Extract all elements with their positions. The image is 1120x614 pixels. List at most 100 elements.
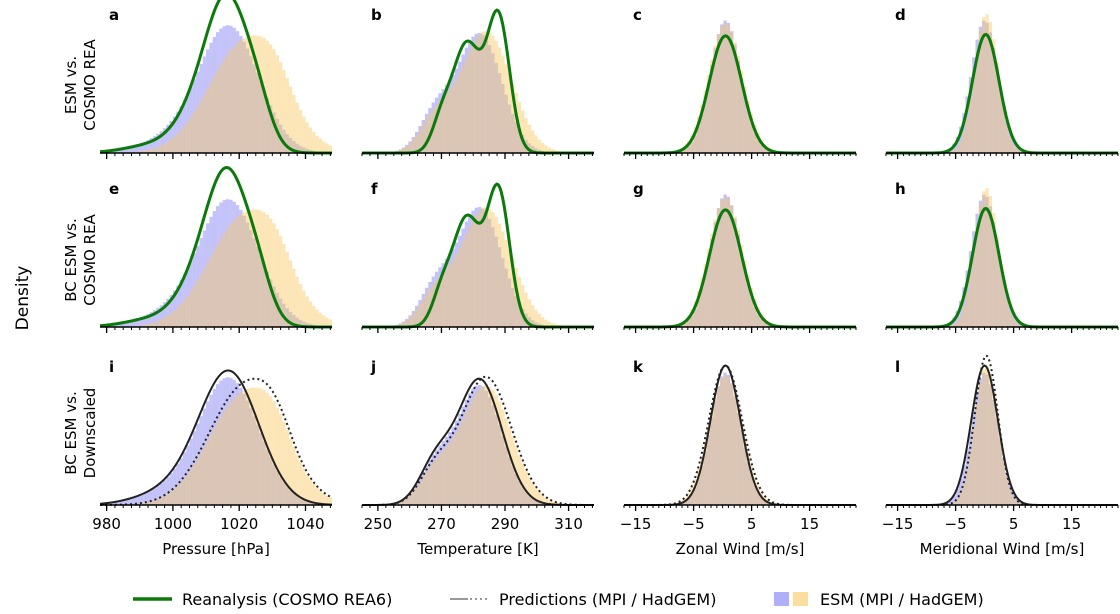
- esm-mpi-bar: [206, 223, 210, 327]
- esm-hadgem-bar: [494, 40, 498, 153]
- esm-mpi-histogram: [939, 372, 1029, 505]
- esm-hadgem-bar: [186, 121, 190, 153]
- esm-hadgem-bar: [275, 55, 279, 154]
- esm-mpi-bar: [1015, 319, 1019, 327]
- esm-hadgem-bar: [756, 307, 760, 327]
- panel-i: 980 1000 1020 1040 Pressure [hPa] i: [92, 358, 333, 558]
- esm-hadgem-bar: [524, 470, 528, 505]
- esm-hadgem-bar: [434, 457, 439, 505]
- esm-hadgem-bar: [179, 129, 183, 153]
- esm-mpi-bar: [733, 218, 737, 327]
- esm-hadgem-bar: [484, 207, 488, 327]
- prediction-hadgem-density-curve: [886, 354, 1118, 506]
- esm-hadgem-bar: [720, 378, 724, 505]
- esm-hadgem-histogram: [123, 35, 332, 154]
- esm-mpi-bar: [199, 238, 203, 327]
- x-tick-label: 980: [92, 515, 121, 533]
- esm-hadgem-bar: [544, 145, 548, 153]
- esm-mpi-bar: [129, 498, 134, 505]
- esm-hadgem-bar: [272, 49, 276, 154]
- esm-mpi-bar: [232, 27, 236, 153]
- esm-hadgem-bar: [749, 288, 754, 327]
- esm-mpi-bar: [972, 57, 976, 154]
- esm-mpi-bar: [199, 416, 203, 505]
- esm-mpi-bar: [749, 297, 754, 327]
- esm-hadgem-bar: [235, 43, 240, 154]
- esm-hadgem-bar: [978, 30, 983, 153]
- esm-mpi-bar: [259, 433, 263, 505]
- esm-hadgem-bar: [978, 382, 983, 505]
- esm-hadgem-bar: [415, 134, 419, 153]
- esm-mpi-bar: [259, 81, 263, 153]
- esm-mpi-bar: [408, 141, 412, 153]
- esm-mpi-bar: [189, 86, 193, 153]
- esm-hadgem-bar: [225, 406, 230, 505]
- esm-hadgem-bar: [491, 35, 495, 153]
- esm-hadgem-bar: [733, 394, 737, 505]
- esm-mpi-bar: [537, 501, 541, 505]
- esm-mpi-bar: [484, 212, 488, 327]
- esm-mpi-bar: [998, 260, 1002, 327]
- esm-hadgem-bar: [219, 238, 223, 327]
- esm-mpi-bar: [733, 44, 737, 153]
- esm-mpi-bar: [749, 475, 754, 505]
- esm-mpi-bar: [1011, 314, 1016, 327]
- esm-hadgem-bar: [710, 411, 714, 505]
- esm-mpi-bar: [982, 194, 986, 327]
- esm-hadgem-bar: [318, 312, 323, 327]
- prediction-mpi-density-curve: [99, 369, 333, 506]
- panel-letter: a: [109, 6, 119, 24]
- esm-hadgem-bar: [156, 498, 160, 505]
- esm-mpi-bar: [126, 499, 130, 505]
- esm-hadgem-bar: [686, 315, 691, 327]
- esm-mpi-bar: [265, 271, 270, 327]
- esm-mpi-bar: [146, 313, 150, 327]
- esm-hadgem-bar: [693, 479, 697, 505]
- esm-mpi-bar: [212, 211, 216, 327]
- esm-mpi-bar: [975, 39, 979, 153]
- esm-mpi-bar: [421, 293, 425, 327]
- esm-hadgem-bar: [285, 430, 289, 505]
- esm-hadgem-histogram: [945, 14, 1026, 154]
- esm-hadgem-bar: [245, 210, 250, 327]
- esm-hadgem-bar: [255, 387, 260, 505]
- esm-mpi-bar: [139, 142, 144, 153]
- esm-hadgem-bar: [182, 477, 187, 505]
- esm-hadgem-bar: [179, 481, 183, 505]
- esm-mpi-bar: [298, 319, 303, 327]
- esm-mpi-bar: [720, 24, 724, 154]
- esm-hadgem-bar: [172, 310, 177, 327]
- esm-mpi-bar: [494, 236, 498, 327]
- esm-hadgem-bar: [995, 61, 999, 154]
- esm-mpi-bar: [713, 400, 717, 505]
- esm-hadgem-bar: [992, 39, 996, 154]
- reanalysis-density-curve: [99, 166, 332, 329]
- esm-mpi-bar: [428, 107, 432, 153]
- esm-hadgem-bar: [278, 62, 283, 153]
- esm-hadgem-bar: [481, 386, 485, 505]
- esm-mpi-bar: [487, 45, 492, 153]
- esm-mpi-bar: [444, 436, 449, 505]
- esm-mpi-bar: [468, 215, 472, 327]
- esm-hadgem-bar: [730, 383, 734, 505]
- x-axis-title: Temperature [K]: [416, 540, 538, 558]
- esm-mpi-bar: [172, 468, 177, 505]
- esm-mpi-bar: [176, 285, 180, 327]
- esm-mpi-bar: [474, 385, 478, 505]
- esm-mpi-bar: [534, 500, 538, 505]
- esm-hadgem-bar: [716, 208, 721, 327]
- esm-hadgem-bar: [448, 442, 452, 505]
- esm-hadgem-histogram: [667, 197, 784, 327]
- esm-hadgem-bar: [703, 90, 707, 153]
- esm-hadgem-bar: [418, 304, 422, 327]
- esm-hadgem-bar: [444, 93, 449, 153]
- esm-mpi-bar: [1005, 120, 1009, 153]
- x-tick-label: 5: [747, 515, 757, 533]
- esm-hadgem-bar: [229, 50, 233, 154]
- esm-mpi-bar: [680, 502, 684, 505]
- esm-hadgem-bar: [146, 149, 150, 153]
- esm-hadgem-bar: [206, 88, 210, 153]
- esm-hadgem-bar: [1018, 151, 1022, 153]
- esm-hadgem-bar: [740, 423, 744, 505]
- esm-mpi-bar: [401, 147, 406, 153]
